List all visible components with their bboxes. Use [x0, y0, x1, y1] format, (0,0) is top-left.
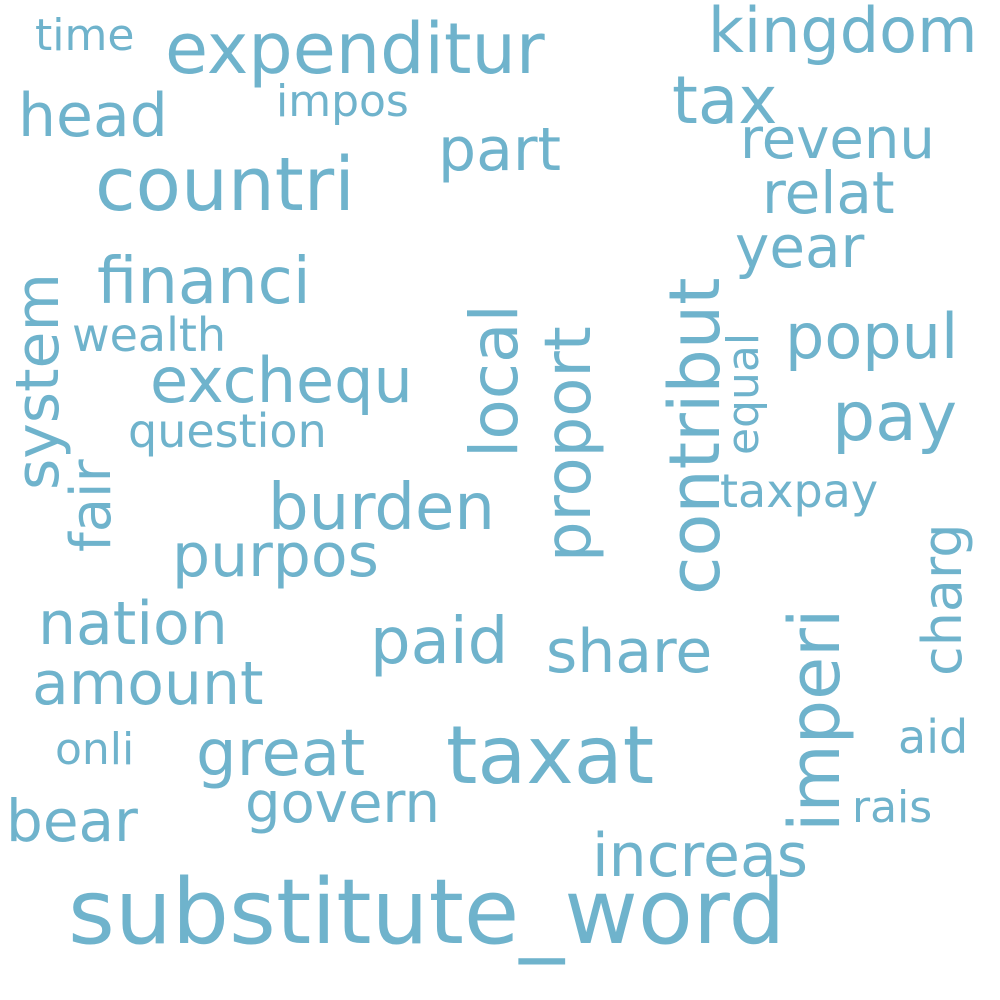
word-expenditur: expenditur [165, 8, 545, 90]
word-purpos: purpos [172, 521, 379, 591]
word-time: time [35, 10, 135, 61]
word-countri: countri [95, 142, 355, 228]
word-nation: nation [38, 589, 228, 659]
word-wealth: wealth [72, 308, 227, 362]
word-burden: burden [268, 471, 495, 545]
word-imperi: imperi [774, 608, 856, 832]
word-question: question [128, 404, 327, 458]
word-impos: impos [276, 76, 409, 127]
word-amount: amount [32, 649, 264, 719]
word-fair: fair [59, 459, 124, 552]
word-revenu: revenu [740, 107, 935, 172]
word-increas: increas [592, 821, 808, 891]
word-charg: charg [911, 523, 974, 676]
word-tax: tax [672, 62, 778, 139]
word-relat: relat [762, 159, 895, 227]
word-pay: pay [832, 378, 958, 457]
word-part: part [438, 115, 562, 185]
word-taxat: taxat [446, 709, 655, 802]
word-kingdom: kingdom [708, 0, 978, 67]
word-great: great [196, 717, 366, 791]
word-onli: onli [55, 724, 135, 775]
word-system: system [3, 273, 73, 490]
word-substitute-word: substitute_word [68, 860, 786, 965]
word-rais: rais [852, 782, 933, 833]
word-share: share [546, 617, 713, 687]
word-taxpay: taxpay [720, 464, 879, 518]
word-govern: govern [245, 771, 440, 836]
word-local: local [456, 304, 533, 458]
word-year: year [735, 213, 865, 281]
word-financi: financi [97, 245, 311, 319]
word-equal: equal [718, 332, 769, 455]
word-paid: paid [370, 605, 509, 679]
word-popul: popul [785, 300, 959, 373]
word-bear: bear [6, 787, 138, 855]
word-exchequ: exchequ [150, 344, 413, 417]
word-aid: aid [898, 710, 969, 764]
word-head: head [18, 81, 168, 151]
word-proport: proport [532, 326, 606, 562]
